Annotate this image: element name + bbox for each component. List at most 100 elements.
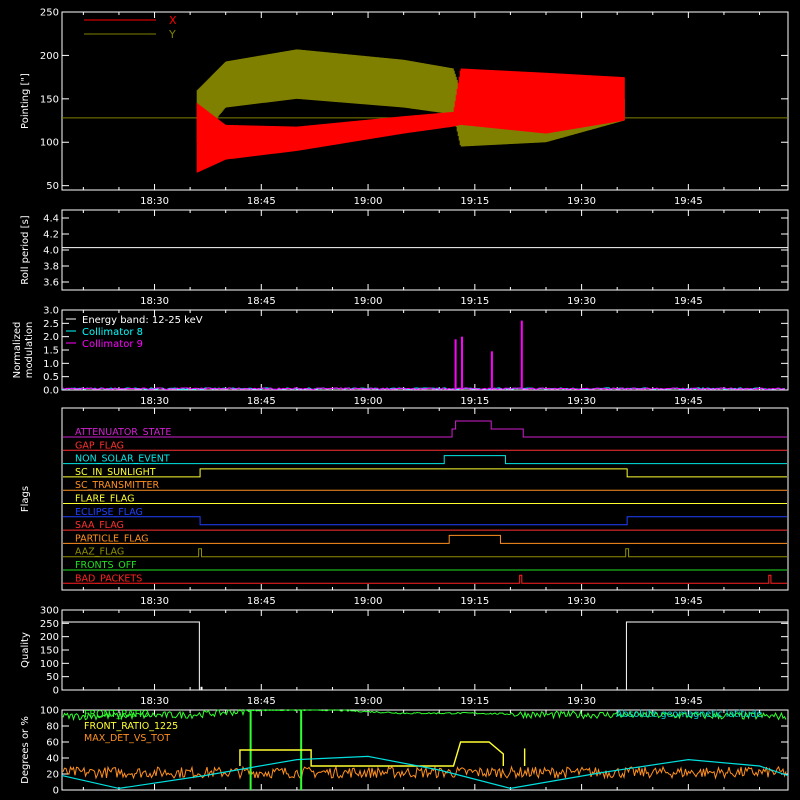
degrees-legend-0: FRONT_RATIO xyxy=(84,709,149,720)
modulation-ytick-label: 0.0 xyxy=(43,386,59,397)
quality-line xyxy=(62,621,788,691)
x-tick-label-18:30: 18:30 xyxy=(140,696,169,707)
flag-label-flare-flag: FLARE_FLAG xyxy=(75,494,135,505)
x-tick-label-19:00: 19:00 xyxy=(354,196,383,207)
modulation-ylabel: Normalizedmodulation xyxy=(12,322,35,379)
pointing-ytick-label: 250 xyxy=(40,8,59,19)
roll_period-ytick-label: 3.8 xyxy=(43,262,59,273)
flag-line-non-solar-event xyxy=(63,455,787,465)
flag-label-non-solar-event: NON_SOLAR_EVENT xyxy=(75,454,170,465)
x-tick-label-19:30: 19:30 xyxy=(567,696,596,707)
degrees-ytick-label: 20 xyxy=(46,770,59,781)
x-tick-label-19:00: 19:00 xyxy=(354,296,383,307)
x-tick-label-19:00: 19:00 xyxy=(354,396,383,407)
flag-line-eclipse-flag xyxy=(63,516,787,526)
collimator-9-line xyxy=(62,387,786,391)
modulation-ytick-label: 2.5 xyxy=(43,319,59,330)
x-tick-label-19:45: 19:45 xyxy=(674,196,703,207)
roll_period-ytick-label: 3.6 xyxy=(43,278,59,289)
roll_period-frame xyxy=(61,209,789,291)
degrees-ytick-label: 40 xyxy=(46,754,59,765)
x-tick-label-18:45: 18:45 xyxy=(247,196,276,207)
quality-ytick-label: 100 xyxy=(40,659,59,670)
flags-ylabel: Flags xyxy=(20,486,31,512)
x-tick-label-19:45: 19:45 xyxy=(674,696,703,707)
max-det-vs-tot-line xyxy=(62,765,787,780)
legend-label-y: Y xyxy=(168,28,176,41)
x-tick-label-19:30: 19:30 xyxy=(567,596,596,607)
pointing-series-x xyxy=(196,68,625,173)
flag-label-saa-flag: SAA_FLAG xyxy=(75,520,124,531)
modulation-legend-label-2: Collimator 9 xyxy=(82,339,143,350)
degrees-legend-3: Absolute geomagnetic latitude xyxy=(616,709,762,720)
x-tick-label-18:45: 18:45 xyxy=(247,696,276,707)
flag-label-aaz-flag: AAZ_FLAG xyxy=(75,547,124,558)
degrees-ytick-label: 60 xyxy=(46,738,59,749)
roll_period-ytick-label: 4.4 xyxy=(43,214,59,225)
pointing-ytick-label: 50 xyxy=(46,181,59,192)
x-tick-label-19:30: 19:30 xyxy=(567,396,596,407)
flag-label-eclipse-flag: ECLIPSE_FLAG xyxy=(75,507,143,518)
front-ratio-1225-line xyxy=(239,741,504,767)
x-tick-label-19:15: 19:15 xyxy=(460,696,489,707)
x-tick-label-19:45: 19:45 xyxy=(674,296,703,307)
x-tick-label-18:45: 18:45 xyxy=(247,596,276,607)
flag-line-sc-in-sunlight xyxy=(63,468,787,478)
front-ratio-line xyxy=(62,709,787,722)
modulation-ytick-label: 0.5 xyxy=(43,372,59,383)
degrees-ytick-label: 80 xyxy=(46,722,59,733)
x-tick-label-19:45: 19:45 xyxy=(674,596,703,607)
flag-line-bad-packets xyxy=(63,574,787,584)
degrees-ytick-label: 0 xyxy=(53,786,59,797)
degrees-frame xyxy=(61,709,789,791)
degrees-ylabel: Degrees or % xyxy=(20,716,31,784)
flag-label-particle-flag: PARTICLE_FLAG xyxy=(75,533,148,544)
flag-line-attenuator-state xyxy=(63,420,787,438)
x-tick-label-18:45: 18:45 xyxy=(247,296,276,307)
quality-ytick-label: 200 xyxy=(40,632,59,643)
pointing-ytick-label: 200 xyxy=(40,51,59,62)
flag-label-fronts-off: FRONTS_OFF xyxy=(75,560,137,571)
degrees-legend-1: FRONT_RATIO_1225 xyxy=(84,721,178,732)
modulation-ytick-label: 1.5 xyxy=(43,346,59,357)
x-tick-label-19:00: 19:00 xyxy=(354,696,383,707)
quality-ytick-label: 0 xyxy=(53,686,59,697)
x-tick-label-19:00: 19:00 xyxy=(354,596,383,607)
flag-label-sc-in-sunlight: SC_IN_SUNLIGHT xyxy=(75,467,156,478)
flag-label-gap-flag: GAP_FLAG xyxy=(75,440,124,451)
pointing-ylabel: Pointing ["] xyxy=(20,73,31,129)
x-tick-label-19:30: 19:30 xyxy=(567,296,596,307)
quality-ytick-label: 250 xyxy=(40,619,59,630)
degrees-legend-2: MAX_DET_VS_TOT xyxy=(84,733,170,744)
x-tick-label-18:30: 18:30 xyxy=(140,396,169,407)
x-tick-label-19:30: 19:30 xyxy=(567,196,596,207)
quality-ytick-label: 300 xyxy=(40,606,59,617)
x-tick-label-19:15: 19:15 xyxy=(460,396,489,407)
modulation-legend-label-1: Collimator 8 xyxy=(82,327,143,338)
quality-ylabel: Quality xyxy=(20,632,31,668)
roll_period-ytick-label: 4.2 xyxy=(43,230,59,241)
pointing-ytick-label: 100 xyxy=(40,138,59,149)
x-tick-label-19:45: 19:45 xyxy=(674,396,703,407)
flags-frame xyxy=(61,407,789,591)
x-tick-label-18:30: 18:30 xyxy=(140,196,169,207)
x-tick-label-18:30: 18:30 xyxy=(140,296,169,307)
flag-label-bad-packets: BAD_PACKETS xyxy=(75,573,142,584)
x-tick-label-19:15: 19:15 xyxy=(460,196,489,207)
quality-ytick-label: 50 xyxy=(46,672,59,683)
degrees-ytick-label: 100 xyxy=(40,706,59,717)
flag-line-aaz-flag xyxy=(63,548,787,558)
legend-label-x: X xyxy=(169,14,177,27)
x-tick-label-19:15: 19:15 xyxy=(460,596,489,607)
modulation-legend-label-0: Energy band: 12-25 keV xyxy=(82,315,203,326)
roll_period-ytick-label: 4.0 xyxy=(43,246,59,257)
quality-ytick-label: 150 xyxy=(40,646,59,657)
flag-line-particle-flag xyxy=(63,534,787,544)
flag-label-attenuator-state: ATTENUATOR_STATE xyxy=(75,427,171,438)
roll_period-ylabel: Roll period [s] xyxy=(20,215,31,284)
x-tick-label-19:15: 19:15 xyxy=(460,296,489,307)
pointing-ytick-label: 150 xyxy=(40,94,59,105)
pointing-frame xyxy=(61,11,789,191)
ylabel-line-2: modulation xyxy=(24,322,35,379)
